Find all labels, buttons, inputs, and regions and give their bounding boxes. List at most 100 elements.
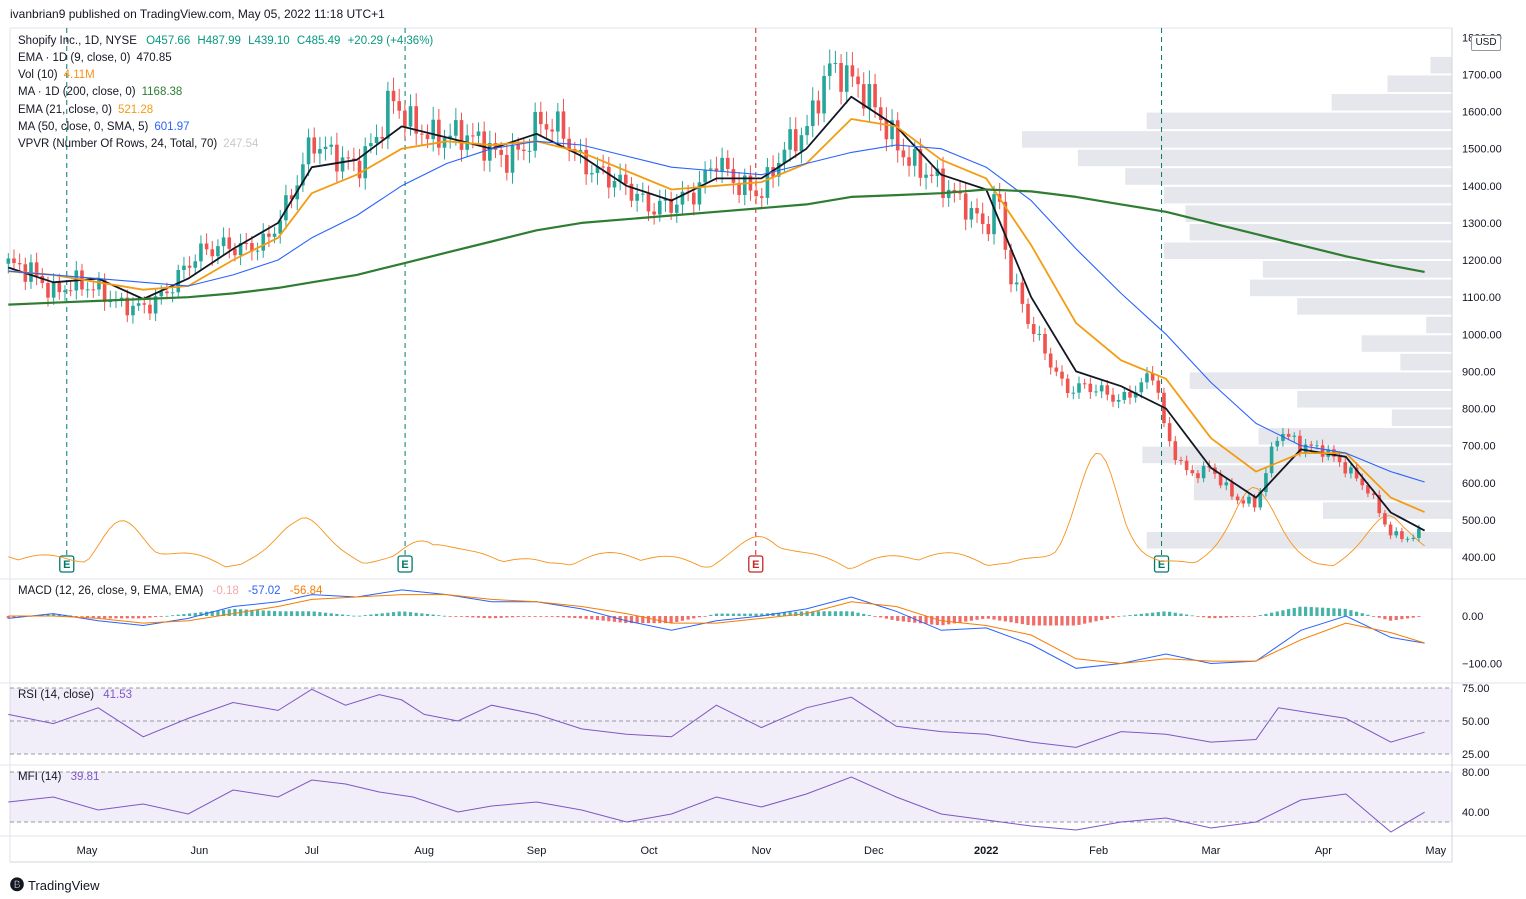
macd-histogram-bar (527, 616, 532, 617)
candle-body (1128, 391, 1132, 398)
vpvr-row (1426, 316, 1452, 334)
time-axis-label: May (1425, 845, 1446, 857)
volume-line (8, 452, 1425, 569)
macd-histogram-bar (890, 616, 894, 620)
macd-histogram-bar (969, 616, 973, 621)
indicator-label: VPVR (Number Of Rows, 24, Total, 70) (18, 138, 218, 150)
macd-tick-label: 0.00 (1462, 611, 1483, 623)
brand-label: TradingView (28, 877, 100, 893)
macd-histogram-bar (1105, 616, 1109, 619)
macd-histogram-bar (850, 611, 854, 616)
candle-body (646, 193, 651, 212)
candle-body (1337, 456, 1342, 463)
macd-histogram-bar (590, 616, 594, 620)
candle-body (963, 193, 968, 220)
candle-body (1366, 485, 1370, 494)
vpvr-row (1185, 205, 1452, 222)
macd-histogram-bar (295, 611, 299, 616)
candle-body (986, 223, 991, 235)
candle-body (652, 211, 656, 215)
macd-histogram-bar (1049, 616, 1053, 626)
candle-body (1400, 531, 1404, 540)
macd-histogram-bar (1309, 607, 1313, 616)
candle-body (1156, 380, 1161, 393)
candle-body (442, 138, 447, 148)
candle-body (714, 168, 719, 172)
candle-body (12, 258, 16, 264)
candle-body (227, 237, 232, 249)
macd-histogram-bar (318, 612, 322, 616)
candle-body (289, 195, 294, 200)
candle-body (1009, 249, 1013, 285)
macd-histogram-bar (561, 616, 566, 618)
macd-histogram-bar (1111, 616, 1115, 618)
candle-body (437, 119, 441, 148)
macd-histogram-bar (601, 616, 605, 621)
vpvr-row (1189, 223, 1452, 241)
candle-body (131, 305, 135, 316)
candle-body (1247, 496, 1251, 504)
indicator-legend-line: EMA (21, close, 0) 521.28 (18, 104, 159, 116)
indicator-legend-line: EMA · 1D (9, close, 0) 470.85 (18, 52, 178, 64)
tradingview-footer: 🅑 TradingView (10, 875, 100, 895)
candle-body (505, 154, 509, 173)
candle-body (725, 157, 730, 170)
indicator-legend-line: Vol (10) 4.11M (18, 69, 101, 81)
time-axis-label: Mar (1202, 845, 1221, 857)
macd-histogram-bar (1377, 616, 1381, 618)
macd-histogram-bar (482, 616, 486, 618)
candle-body (1201, 465, 1206, 479)
candle-body (204, 243, 209, 250)
macd-histogram-bar (811, 611, 815, 616)
candle-body (1048, 353, 1053, 368)
candle-body (488, 143, 492, 161)
candle-body (261, 233, 266, 251)
macd-histogram-bar (884, 616, 888, 619)
macd-histogram-bar (448, 616, 452, 617)
macd-histogram-bar (981, 616, 985, 619)
time-axis-label: May (77, 845, 98, 857)
currency-badge[interactable]: USD (1471, 35, 1501, 51)
candle-body (1133, 392, 1138, 398)
candle-body (1383, 513, 1387, 525)
candle-body (544, 124, 549, 130)
candle-body (340, 157, 345, 172)
candle-body (776, 162, 781, 177)
candle-body (550, 129, 554, 132)
macd-histogram-bar (420, 613, 424, 616)
vpvr-row (1262, 261, 1452, 278)
candle-body (278, 220, 283, 234)
macd-histogram-bar (839, 611, 843, 616)
candle-body (448, 135, 452, 139)
macd-histogram-bar (408, 612, 413, 616)
macd-histogram-bar (397, 611, 401, 616)
candle-body (861, 84, 866, 109)
macd-histogram-bar (301, 611, 305, 616)
macd-histogram-bar (1094, 616, 1098, 622)
macd-line (8, 589, 1425, 669)
candle-body (1371, 493, 1376, 495)
candle-body (346, 157, 351, 159)
candle-body (1054, 367, 1059, 372)
macd-histogram-bar (12, 616, 16, 618)
macd-histogram-bar (686, 616, 690, 620)
macd-histogram-bar (669, 616, 673, 624)
candle-body (306, 137, 311, 165)
macd-histogram-bar (1343, 608, 1347, 616)
candle-body (697, 182, 702, 205)
macd-histogram-bar (187, 613, 192, 616)
macd-histogram-bar (754, 613, 758, 616)
candle-body (822, 75, 826, 114)
candle-body (1122, 391, 1127, 400)
macd-histogram-bar (856, 612, 860, 616)
candle-body (912, 149, 917, 166)
candle-body (1111, 394, 1115, 402)
macd-histogram-bar (465, 616, 469, 618)
macd-histogram-bar (476, 616, 481, 618)
macd-histogram-bar (516, 616, 520, 617)
candle-body (578, 149, 583, 153)
macd-histogram-bar (91, 616, 95, 618)
candle-body (1264, 473, 1268, 492)
macd-signal-value: -56.84 (289, 585, 323, 597)
earnings-marker-label: E (401, 559, 408, 571)
